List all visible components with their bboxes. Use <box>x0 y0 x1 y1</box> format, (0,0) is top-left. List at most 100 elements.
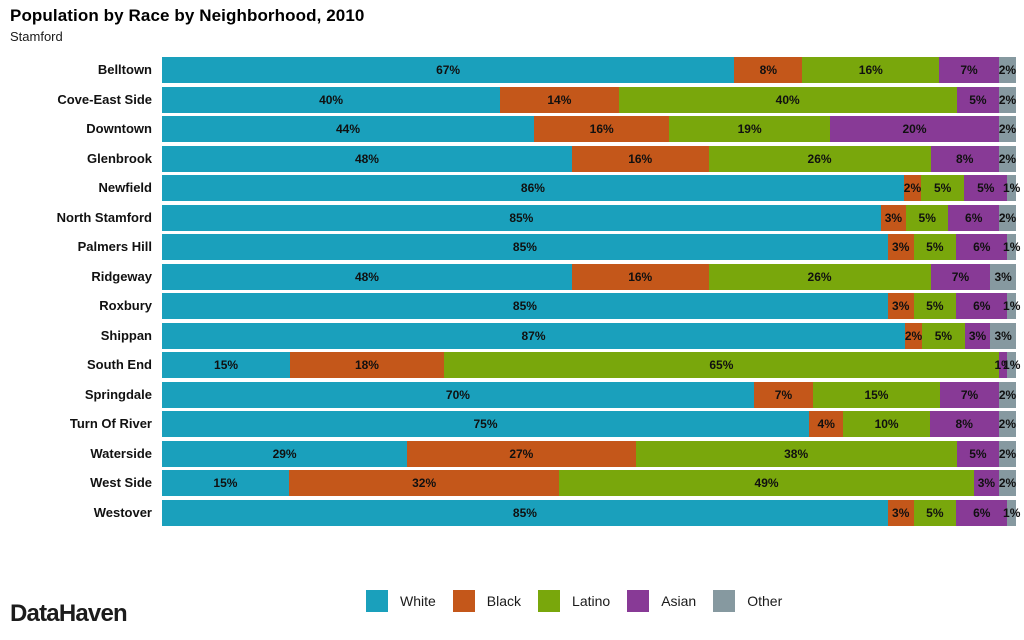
stacked-bar: 48% 16% 26% 7% 3% <box>162 263 1016 290</box>
segment-value-label: 3% <box>892 299 910 313</box>
bar-segment-latino: 40% <box>618 86 957 113</box>
bar-row: Westover 85% 3% 5% 6% 1% <box>0 499 1024 526</box>
stacked-bar: 48% 16% 26% 8% 2% <box>162 145 1016 172</box>
bar-segment-white: 85% <box>162 293 888 319</box>
bar-row: Belltown 67% 8% 16% 7% 2% <box>0 57 1024 83</box>
legend-swatch-latino <box>538 590 561 612</box>
segment-value-label: 7% <box>951 269 970 284</box>
bar-segment-asian: 6% <box>948 204 1000 231</box>
segment-value-label: 5% <box>926 505 944 520</box>
neighborhood-label: Downtown <box>86 121 152 136</box>
legend-label: Latino <box>572 593 611 609</box>
stacked-bar: 29% 27% 38% 5% 2% <box>162 440 1017 467</box>
segment-value-label: 5% <box>918 210 936 225</box>
segment-value-label: 7% <box>960 387 979 402</box>
segment-value-label: 2% <box>998 63 1017 77</box>
bar-segment-black: 16% <box>534 116 670 142</box>
bar-segment-white: 40% <box>162 86 501 113</box>
bar-segment-white: 48% <box>162 263 572 290</box>
segment-value-label: 38% <box>784 446 809 461</box>
bar-segment-other: 3% <box>990 322 1016 349</box>
segment-value-label: 5% <box>926 299 944 313</box>
stacked-bar: 70% 7% 15% 7% 2% <box>162 381 1016 408</box>
bar-segment-asian: 6% <box>956 234 1008 260</box>
bar-segment-other: 2% <box>998 204 1017 231</box>
legend-swatch-black <box>452 590 475 612</box>
segment-value-label: 16% <box>628 151 653 166</box>
segment-value-label: 87% <box>521 328 546 343</box>
bar-segment-latino: 26% <box>708 263 931 290</box>
bar-segment-black: 2% <box>904 175 921 201</box>
bar-segment-latino: 5% <box>913 499 957 526</box>
bar-segment-other: 2% <box>999 57 1016 83</box>
segment-value-label: 29% <box>272 446 297 461</box>
bar-row: Springdale 70% 7% 15% 7% 2% <box>0 381 1024 408</box>
stacked-bar-chart: Belltown 67% 8% 16% 7% 2% Cove-East Side 40% 14%… <box>0 57 1024 529</box>
bar-segment-asian: 1% <box>995 352 1012 378</box>
stacked-bar: 85% 3% 5% 6% 1% <box>162 293 1020 319</box>
segment-value-label: 2% <box>998 446 1017 461</box>
neighborhood-label: Glenbrook <box>86 150 152 166</box>
legend-swatch-asian <box>627 590 650 612</box>
bar-row: Waterside 29% 27% 38% 5% 2% <box>0 440 1024 467</box>
segment-value-label: 4% <box>817 417 835 431</box>
bar-segment-white: 87% <box>162 322 905 349</box>
segment-value-label: 5% <box>969 92 987 107</box>
neighborhood-label: West Side <box>90 475 152 490</box>
segment-value-label: 6% <box>973 505 991 520</box>
bar-segment-other: 2% <box>999 86 1016 113</box>
bar-segment-other: 1% <box>1003 499 1020 526</box>
neighborhood-label: Waterside <box>90 445 152 461</box>
neighborhood-label: Ridgeway <box>91 268 152 284</box>
legend-label: Other <box>747 593 783 609</box>
bar-segment-latino: 65% <box>443 352 999 378</box>
neighborhood-label: Westover <box>93 504 152 520</box>
stacked-bar: 86% 2% 5% 5% 1% <box>162 175 1020 201</box>
stacked-bar: 85% 3% 5% 6% 1% <box>162 234 1020 260</box>
segment-value-label: 2% <box>998 417 1017 431</box>
legend-label: Asian <box>661 593 697 609</box>
segment-value-label: 85% <box>509 210 534 225</box>
bar-segment-black: 4% <box>808 411 844 437</box>
segment-value-label: 85% <box>512 240 537 254</box>
segment-value-label: 8% <box>759 63 777 77</box>
segment-value-label: 5% <box>933 181 952 195</box>
segment-value-label: 40% <box>319 92 344 107</box>
bar-row: South End 15% 18% 65% 1% 1% <box>0 352 1024 378</box>
bar-row: Downtown 44% 16% 19% 20% 2% <box>0 116 1024 142</box>
bar-segment-white: 75% <box>162 411 809 437</box>
segment-value-label: 65% <box>709 358 734 372</box>
bar-segment-asian: 3% <box>973 470 1000 496</box>
bar-segment-other: 1% <box>1003 293 1020 319</box>
segment-value-label: 26% <box>807 151 832 166</box>
bar-segment-asian: 6% <box>956 293 1008 319</box>
segment-value-label: 5% <box>934 328 953 343</box>
segment-value-label: 2% <box>998 210 1017 225</box>
bar-segment-latino: 15% <box>813 381 940 408</box>
bar-segment-asian: 6% <box>956 499 1008 526</box>
segment-value-label: 32% <box>412 476 437 490</box>
bar-row: Shippan 87% 2% 5% 3% 3% <box>0 322 1024 349</box>
stacked-bar: 87% 2% 5% 3% 3% <box>162 322 1016 349</box>
neighborhood-label: Palmers Hill <box>77 239 152 254</box>
segment-value-label: 14% <box>547 92 572 107</box>
segment-value-label: 5% <box>969 446 987 461</box>
stacked-bar: 15% 18% 65% 1% 1% <box>162 352 1020 378</box>
segment-value-label: 8% <box>956 151 974 166</box>
bar-segment-asian: 7% <box>930 263 991 290</box>
bar-segment-asian: 5% <box>964 175 1008 201</box>
segment-value-label: 44% <box>336 122 361 136</box>
bar-segment-other: 2% <box>999 470 1016 496</box>
segment-value-label: 7% <box>960 63 978 77</box>
bar-row: North Stamford 85% 3% 5% 6% 2% <box>0 204 1024 231</box>
bar-segment-white: 48% <box>162 145 572 172</box>
segment-value-label: 16% <box>628 269 653 284</box>
bar-segment-white: 29% <box>162 440 408 467</box>
bar-segment-black: 16% <box>571 263 709 290</box>
bar-segment-white: 85% <box>162 234 888 260</box>
neighborhood-label: South End <box>87 357 152 372</box>
bar-segment-latino: 5% <box>906 204 949 231</box>
segment-value-label: 85% <box>512 505 537 520</box>
segment-value-label: 27% <box>509 446 534 461</box>
